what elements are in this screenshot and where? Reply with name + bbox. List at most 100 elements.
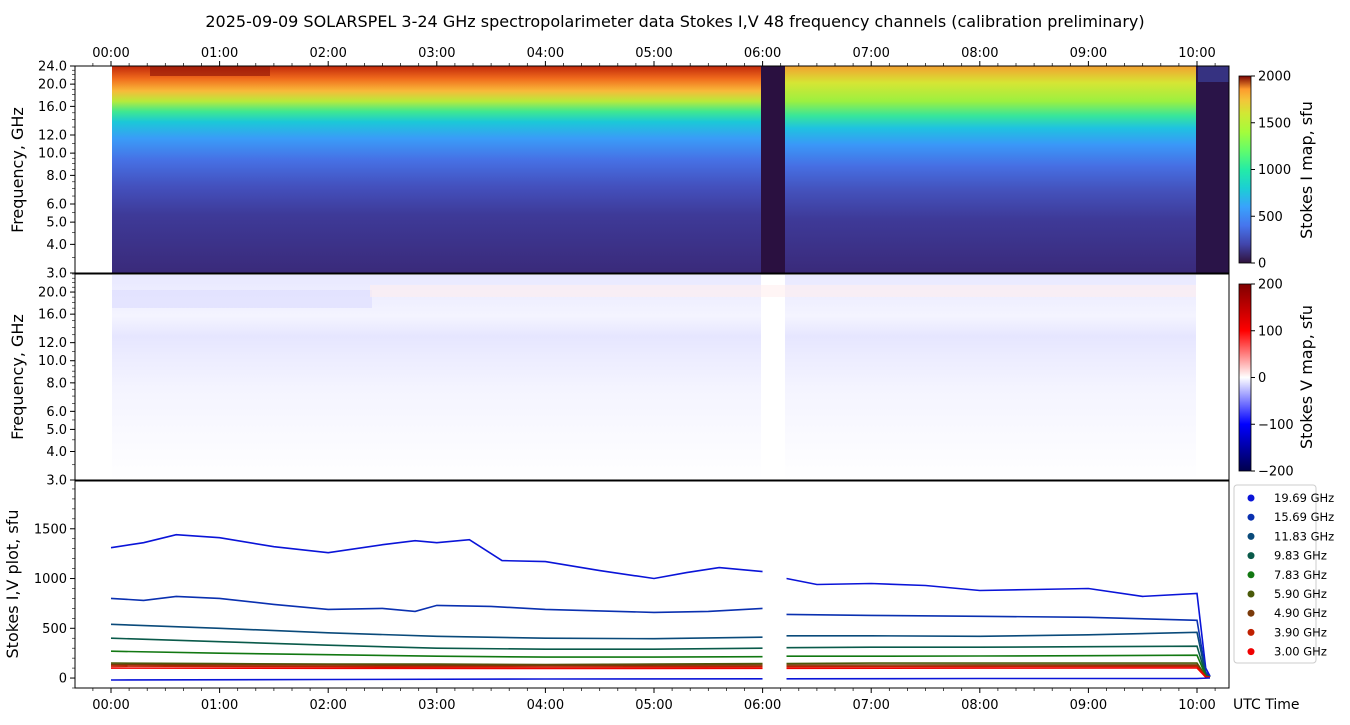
- stokes-i-colorbar-ramp: [1238, 75, 1252, 264]
- stokes-i-hotspot: [150, 66, 270, 76]
- freq-tick-label: 6.0: [46, 198, 67, 213]
- freq-tick-label: 3.0: [46, 267, 67, 282]
- top-time-ticks: 00:00 01:00 02:00 03:00 04:00 05:00 06:00 07:00…: [92, 46, 1216, 66]
- colorbar-tick-label: 2000: [1258, 70, 1291, 85]
- stokes-v-gap: [761, 275, 785, 480]
- bottom-tick-label: 08:00: [961, 698, 998, 713]
- bottom-tick-label: 10:00: [1178, 698, 1215, 713]
- legend: 19.69 GHz 15.69 GHz 11.83 GHz 9.83 GHz 7.83 …: [1233, 484, 1334, 664]
- legend-marker: [1247, 571, 1255, 579]
- stokes-plot-ylabel: Stokes I,V plot, sfu: [3, 510, 22, 659]
- legend-marker: [1247, 552, 1255, 560]
- bottom-tick-label: 07:00: [852, 698, 889, 713]
- stokes-i-end: [1196, 66, 1229, 273]
- colorbar-tick-label: 0: [1258, 257, 1266, 272]
- stokes-v-y-ticks: 3.0 4.0 5.0 6.0 8.0 10.0 12.0 16.0 20.0: [38, 273, 75, 489]
- top-tick-label: 01:00: [201, 46, 238, 61]
- bottom-time-ticks: 00:00 01:00 02:00 03:00 04:00 05:00 06:00 07:00…: [92, 688, 1216, 713]
- top-tick-label: 07:00: [852, 46, 889, 61]
- legend-label: 7.83 GHz: [1274, 568, 1327, 582]
- bottom-tick-label: 02:00: [309, 698, 346, 713]
- top-tick-label: 09:00: [1070, 46, 1107, 61]
- legend-marker: [1247, 648, 1255, 656]
- data-gap: [762, 571, 787, 686]
- freq-tick-label: 10.0: [38, 147, 67, 162]
- colorbar-tick-label: −200: [1258, 465, 1294, 480]
- legend-marker: [1247, 628, 1255, 636]
- freq-tick-label: 20.0: [38, 286, 67, 301]
- figure-title: 2025-09-09 SOLARSPEL 3-24 GHz spectropol…: [205, 12, 1144, 31]
- stokes-i-panel: Frequency, GHz 3.0 4.0 5.0 6.0 8.0 10.0 12.0 16…: [8, 46, 1230, 282]
- stokes-i-ylabel: Frequency, GHz: [8, 107, 27, 233]
- colorbar-tick-label: 500: [1258, 210, 1283, 225]
- freq-tick-label: 4.0: [46, 238, 67, 253]
- legend-marker: [1247, 590, 1255, 598]
- plot-y-tick-label: 500: [42, 622, 67, 637]
- stokes-i-y-ticks: 3.0 4.0 5.0 6.0 8.0 10.0 12.0 16.0 20.0 24.0: [38, 60, 75, 282]
- legend-marker: [1247, 513, 1255, 521]
- colorbar-tick-label: 1000: [1258, 163, 1291, 178]
- stokes-v-map-data: [112, 275, 1196, 480]
- bottom-tick-label: 06:00: [744, 698, 781, 713]
- stokes-i-map-data-2: [785, 66, 1196, 273]
- stokes-i-colorbar-label: Stokes I map, sfu: [1297, 101, 1316, 239]
- stokes-i-gap: [761, 66, 785, 273]
- freq-tick-label: 6.0: [46, 405, 67, 420]
- stokes-plot-frame: [74, 480, 1230, 689]
- colorbar-tick-label: 0: [1258, 371, 1266, 386]
- freq-tick-label: 16.0: [38, 308, 67, 323]
- freq-tick-label: 5.0: [46, 423, 67, 438]
- top-tick-label: 05:00: [635, 46, 672, 61]
- legend-marker: [1247, 532, 1255, 540]
- time-axis-label: UTC Time: [1233, 697, 1299, 713]
- bottom-tick-label: 09:00: [1070, 698, 1107, 713]
- freq-tick-label: 12.0: [38, 129, 67, 144]
- bottom-tick-label: 05:00: [635, 698, 672, 713]
- colorbar-tick-label: −100: [1258, 418, 1294, 433]
- legend-marker: [1247, 609, 1255, 617]
- legend-label: 4.90 GHz: [1274, 606, 1327, 620]
- colorbar-tick-label: 100: [1258, 324, 1283, 339]
- stokes-v-ylabel: Frequency, GHz: [8, 314, 27, 440]
- freq-tick-label: 3.0: [46, 474, 67, 489]
- top-tick-label: 06:00: [744, 46, 781, 61]
- stokes-plot-y-ticks: 0 500 1000 1500: [34, 488, 75, 689]
- freq-tick-label: 16.0: [38, 100, 67, 115]
- freq-tick-label: 20.0: [38, 78, 67, 93]
- top-tick-label: 04:00: [527, 46, 564, 61]
- freq-tick-label: 24.0: [38, 60, 67, 75]
- stokes-v-colorbar-label: Stokes V map, sfu: [1297, 305, 1316, 449]
- stokes-v-colorbar: −200 −100 0 100 200 Stokes V map, sfu: [1238, 278, 1316, 480]
- legend-marker: [1247, 494, 1255, 502]
- colorbar-tick-label: 200: [1258, 278, 1283, 293]
- top-tick-label: 00:00: [92, 46, 129, 61]
- bottom-tick-label: 00:00: [92, 698, 129, 713]
- stokes-i-map-data: [112, 66, 761, 273]
- stokes-i-colorbar: 0 500 1000 1500 2000 Stokes I map, sfu: [1238, 70, 1316, 272]
- stokes-v-colorbar-ramp: [1238, 283, 1252, 472]
- legend-label: 15.69 GHz: [1274, 510, 1334, 524]
- series-line: [110, 677, 1211, 681]
- freq-tick-label: 10.0: [38, 354, 67, 369]
- stokes-v-panel: Frequency, GHz 3.0 4.0 5.0 6.0 8.0 10.0 12.0 16…: [8, 273, 1230, 489]
- legend-label: 9.83 GHz: [1274, 549, 1327, 563]
- top-tick-label: 03:00: [418, 46, 455, 61]
- bottom-tick-label: 03:00: [418, 698, 455, 713]
- plot-y-tick-label: 1500: [34, 522, 67, 537]
- plot-y-tick-label: 0: [59, 672, 67, 687]
- legend-label: 5.90 GHz: [1274, 587, 1327, 601]
- legend-label: 3.00 GHz: [1274, 645, 1327, 659]
- freq-tick-label: 8.0: [46, 169, 67, 184]
- legend-box: [1233, 484, 1317, 664]
- freq-tick-label: 5.0: [46, 216, 67, 231]
- colorbar-tick-label: 1500: [1258, 116, 1291, 131]
- legend-label: 3.90 GHz: [1274, 625, 1327, 639]
- stokes-plot-series: [110, 533, 1211, 686]
- bottom-tick-label: 04:00: [527, 698, 564, 713]
- series-line: [110, 667, 1211, 679]
- freq-tick-label: 4.0: [46, 445, 67, 460]
- bottom-tick-label: 01:00: [201, 698, 238, 713]
- freq-tick-label: 12.0: [38, 336, 67, 351]
